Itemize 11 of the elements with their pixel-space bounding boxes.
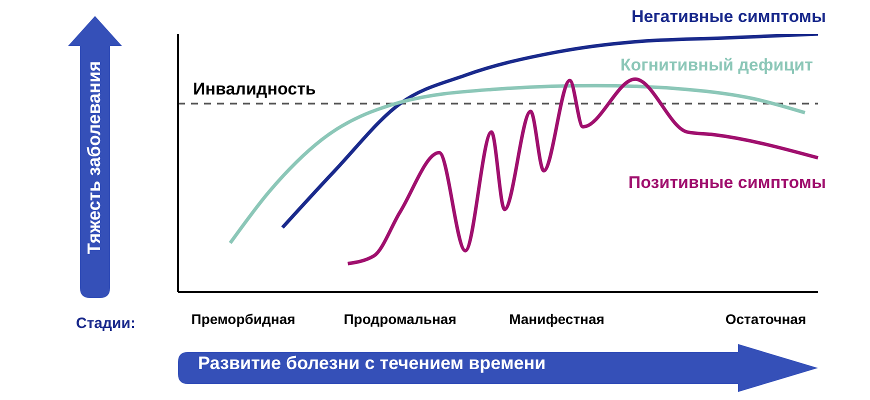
series-label: Когнитивный дефицит <box>620 56 813 75</box>
x-tick-label: Продромальная <box>344 310 456 327</box>
x-tick-label: Остаточная <box>725 310 806 327</box>
ref-line-label: Инвалидность <box>193 80 316 99</box>
x-tick-label: Преморбидная <box>191 310 296 327</box>
x-axis-title: Развитие болезни с течением времени <box>198 353 546 374</box>
series-label: Негативные симптомы <box>631 7 826 26</box>
series-label: Позитивные симптомы <box>628 172 826 192</box>
y-axis-title: Тяжесть заболевания <box>84 60 106 254</box>
text: Стадии: <box>76 315 136 332</box>
x-tick-label: Манифестная <box>509 310 604 327</box>
